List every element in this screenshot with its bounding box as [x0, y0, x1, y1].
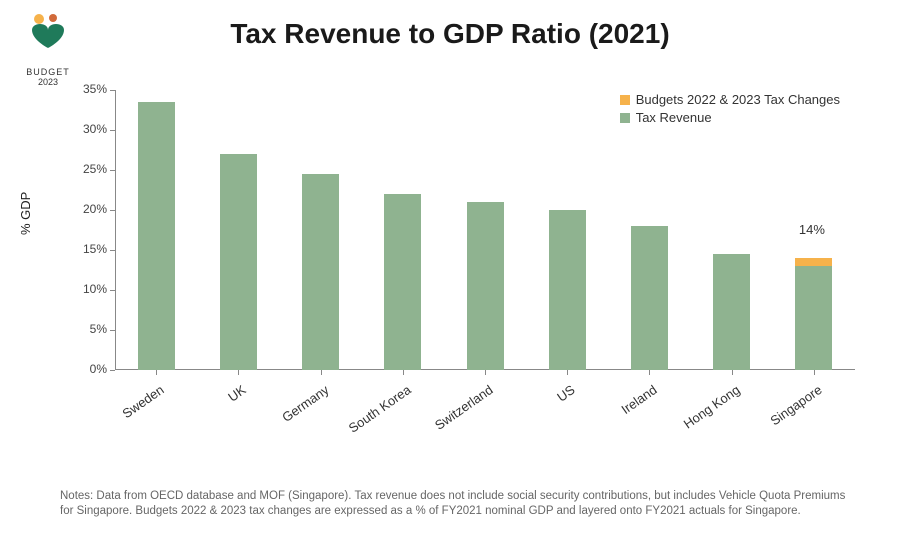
- y-tick-label: 15%: [67, 242, 107, 256]
- bar-segment: [220, 154, 257, 370]
- y-tick: [110, 90, 115, 91]
- x-tick-label: Hong Kong: [660, 382, 742, 446]
- x-tick-label: UK: [167, 382, 249, 446]
- bar-annotation: 14%: [799, 222, 825, 237]
- bar-segment: [467, 202, 504, 370]
- x-tick: [485, 370, 486, 375]
- bar-segment: [795, 258, 832, 266]
- y-tick: [110, 330, 115, 331]
- x-tick-label: Germany: [249, 382, 331, 446]
- bar-segment: [138, 102, 175, 370]
- x-tick: [649, 370, 650, 375]
- bar-group: [220, 90, 257, 370]
- bar-segment: [713, 254, 750, 370]
- bar-group: [138, 90, 175, 370]
- y-tick-label: 5%: [67, 322, 107, 336]
- x-tick-label: Sweden: [84, 382, 166, 446]
- x-tick: [732, 370, 733, 375]
- bar-group: [467, 90, 504, 370]
- x-tick: [403, 370, 404, 375]
- y-tick-label: 10%: [67, 282, 107, 296]
- bar-segment: [795, 266, 832, 370]
- y-tick: [110, 370, 115, 371]
- bar-group: [713, 90, 750, 370]
- bar-group: [631, 90, 668, 370]
- y-tick: [110, 290, 115, 291]
- x-tick: [156, 370, 157, 375]
- y-tick-label: 30%: [67, 122, 107, 136]
- y-tick-label: 0%: [67, 362, 107, 376]
- x-tick-label: Singapore: [742, 382, 824, 446]
- y-tick: [110, 170, 115, 171]
- y-tick-label: 25%: [67, 162, 107, 176]
- y-tick-label: 20%: [67, 202, 107, 216]
- notes-text: Notes: Data from OECD database and MOF (…: [60, 489, 850, 520]
- y-tick: [110, 130, 115, 131]
- x-tick: [567, 370, 568, 375]
- bar-segment: [302, 174, 339, 370]
- y-tick: [110, 250, 115, 251]
- bar-segment: [384, 194, 421, 370]
- logo-text: BUDGET: [26, 67, 70, 77]
- y-tick-label: 35%: [67, 82, 107, 96]
- bar-group: [384, 90, 421, 370]
- y-axis: [115, 90, 116, 370]
- chart-title: Tax Revenue to GDP Ratio (2021): [0, 18, 900, 50]
- x-tick-label: US: [495, 382, 577, 446]
- plot-area: 0%5%10%15%20%25%30%35%SwedenUKGermanySou…: [115, 90, 855, 370]
- logo-year: 2023: [38, 77, 58, 87]
- x-tick-label: South Korea: [331, 382, 413, 446]
- x-tick: [814, 370, 815, 375]
- bar-group: [549, 90, 586, 370]
- bar-segment: [549, 210, 586, 370]
- bar-group: [302, 90, 339, 370]
- x-tick: [238, 370, 239, 375]
- x-tick-label: Switzerland: [413, 382, 495, 446]
- bar-segment: [631, 226, 668, 370]
- y-tick: [110, 210, 115, 211]
- x-tick-label: Ireland: [578, 382, 660, 446]
- x-tick: [321, 370, 322, 375]
- y-axis-label: % GDP: [18, 192, 33, 235]
- chart: 0%5%10%15%20%25%30%35%SwedenUKGermanySou…: [60, 90, 860, 450]
